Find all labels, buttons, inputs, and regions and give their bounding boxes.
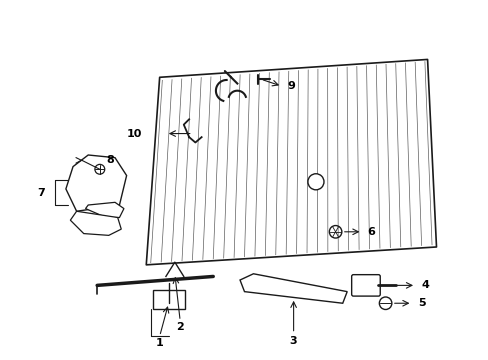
Text: 1: 1	[156, 338, 163, 347]
Text: 9: 9	[287, 81, 295, 91]
Text: 2: 2	[176, 322, 183, 332]
Circle shape	[328, 226, 341, 238]
Text: 10: 10	[126, 129, 142, 139]
Circle shape	[307, 174, 324, 190]
Circle shape	[95, 165, 104, 174]
Polygon shape	[70, 211, 121, 235]
Circle shape	[379, 297, 391, 310]
Text: 4: 4	[421, 280, 428, 291]
Text: 7: 7	[37, 188, 45, 198]
Text: 8: 8	[106, 156, 114, 165]
Polygon shape	[85, 202, 123, 217]
Polygon shape	[146, 59, 436, 265]
Text: 5: 5	[417, 298, 425, 308]
Text: 3: 3	[289, 336, 297, 346]
Polygon shape	[240, 274, 346, 303]
FancyBboxPatch shape	[153, 290, 184, 310]
Text: 6: 6	[367, 227, 375, 237]
FancyBboxPatch shape	[351, 275, 380, 296]
Polygon shape	[66, 155, 126, 211]
